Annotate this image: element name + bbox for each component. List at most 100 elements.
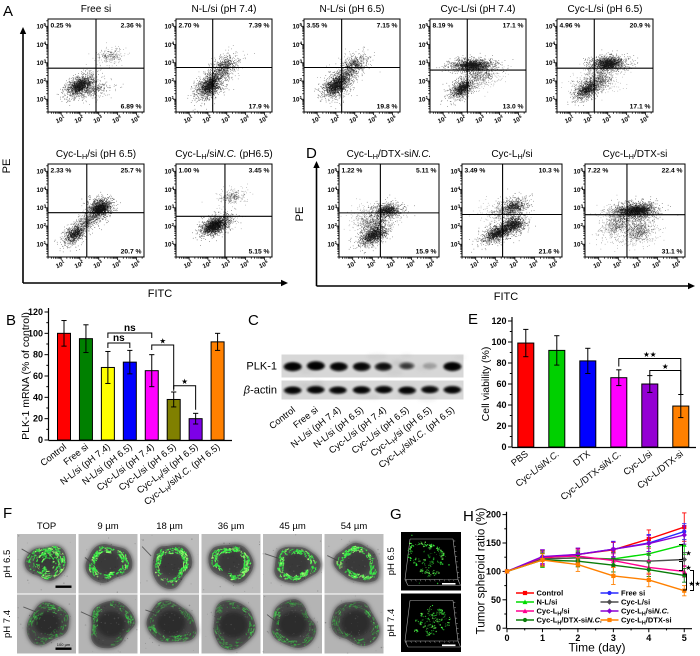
- x-tick-label: 105: [386, 114, 398, 126]
- legend-entry: Free si: [600, 589, 645, 598]
- y-tick-label: 102: [165, 77, 175, 85]
- fluorescence-ring: [26, 545, 66, 580]
- fluorescence-ring: [276, 548, 318, 581]
- x-tick-label: 104: [620, 114, 632, 126]
- scale-bar-text: 100 µm: [442, 579, 454, 583]
- y-tick-label: 104: [574, 185, 584, 193]
- flow-plot-title: Cyc-LH/DTX-siN.C.: [347, 149, 432, 161]
- fluorescence-ring: [148, 600, 197, 643]
- x-tick-label: 105: [258, 114, 270, 126]
- y-tick-label: 80: [496, 358, 506, 368]
- blot-strip: [281, 353, 467, 378]
- x-tick-label: 102: [488, 259, 500, 271]
- error-bar: [149, 354, 155, 388]
- percent-upper-left: 2.70 %: [179, 23, 200, 30]
- y-tick-label: 101: [37, 240, 47, 248]
- column-header: 36 µm: [218, 521, 245, 532]
- scatter-points: [314, 46, 381, 110]
- axis-ticks: [173, 20, 271, 115]
- y-tick-label: 104: [546, 40, 556, 48]
- y-tick-label: 101: [165, 240, 175, 248]
- quadrant-percentages: 3.55 % 7.15 % 19.8 %: [307, 23, 398, 111]
- percent-upper-right: 10.3 %: [539, 168, 560, 175]
- y-tick-label: 102: [328, 222, 338, 230]
- scatter-points: [187, 45, 255, 112]
- axis-ticks: [427, 20, 525, 115]
- y-tick-label: 102: [546, 77, 556, 85]
- quadrant-gate: [430, 19, 526, 112]
- flow-plot: 101 101 102 102 103 103 104 104 105 105 2.33 % 25.7…: [37, 149, 145, 271]
- scale-bar: 100 µm: [442, 579, 456, 585]
- error-bar: [554, 335, 560, 366]
- column-header: 9 µm: [97, 521, 118, 532]
- y-tick-label: 101: [546, 95, 556, 103]
- legend-label: Cyc-LH/DTX-si: [621, 616, 672, 627]
- quadrant-percentages: 1.22 % 5.11 % 15.9 %: [342, 168, 437, 256]
- bar: [57, 332, 71, 441]
- spheroid-micrograph: [78, 534, 138, 594]
- error-bar: [585, 347, 591, 374]
- error-bar: [616, 369, 622, 387]
- percent-lower-right: 5.15 %: [249, 249, 270, 256]
- y-tick-label: 104: [328, 185, 338, 193]
- axis-ticks: [173, 165, 271, 260]
- y-tick-label: 20: [496, 421, 506, 431]
- fluorescence-ring: [26, 602, 69, 646]
- legend-entry: Cyc-LH/DTX-siN.C.: [516, 616, 602, 627]
- percent-upper-left: 1.22 %: [342, 168, 363, 175]
- y-tick-label: 101: [574, 240, 584, 248]
- x-tick-label: 104: [239, 259, 251, 271]
- ns-label: ns: [113, 333, 125, 344]
- spheroid-micrograph: [17, 534, 76, 594]
- percent-upper-right: 17.1 %: [503, 23, 524, 30]
- fluorescence-ring: [331, 601, 380, 646]
- y-tick-label: 101: [37, 95, 47, 103]
- percent-upper-left: 8.19 %: [433, 23, 454, 30]
- row-label: pH 6.5: [2, 550, 13, 578]
- x-tick-label: 101: [436, 114, 448, 126]
- y-tick-label: 100: [486, 566, 501, 576]
- scatter-points: [432, 52, 514, 107]
- x-tick-label: 101: [182, 114, 194, 126]
- significance-star: ★: [685, 550, 691, 558]
- percent-upper-right: 7.39 %: [249, 23, 270, 30]
- legend-entry: Cyc-LH/DTX-si: [600, 616, 672, 627]
- data-series: [504, 553, 687, 597]
- panel-d-label: D: [306, 145, 317, 162]
- x-category-label: PBS: [509, 449, 530, 468]
- flow-plot: 101 101 102 102 103 103 104 104 105 105 3.55 % 7.15…: [293, 4, 401, 125]
- axis-ticks: [45, 165, 143, 260]
- error-bar: [647, 375, 653, 393]
- y-tick-label: 102: [419, 77, 429, 85]
- x-tick-label: 104: [111, 259, 123, 271]
- quadrant-gate: [585, 164, 685, 257]
- percent-lower-right: 31.1 %: [662, 249, 683, 256]
- panel-b-label: B: [6, 312, 16, 329]
- percent-upper-right: 3.45 %: [249, 168, 270, 175]
- quadrant-percentages: 1.00 % 3.45 % 5.15 %: [179, 168, 270, 256]
- blot-band: [422, 362, 437, 370]
- error-bar: [127, 349, 133, 375]
- x-tick-label: 103: [92, 259, 104, 271]
- percent-upper-right: 5.11 %: [416, 168, 437, 175]
- axis-tick-labels: 101 101 102 102 103 103 104 104 105 105: [293, 22, 398, 125]
- flow-plot: 101 101 102 102 103 103 104 104 105 105 0.25 % 2.36…: [37, 4, 145, 125]
- x-category-label: Control: [38, 442, 68, 468]
- y-tick-label: 104: [37, 185, 47, 193]
- y-tick-label: 104: [165, 40, 175, 48]
- x-tick-label: 101: [346, 259, 358, 271]
- y-tick-label: 60: [33, 371, 43, 381]
- panel-a: 101 101 102 102 103 103 104 104 105 105 0.25 % 2.36…: [1, 4, 654, 300]
- axis-ticks: [301, 20, 399, 115]
- y-tick-label: 104: [165, 185, 175, 193]
- axis-tick-labels: 101 101 102 102 103 103 104 104 105 105: [165, 22, 270, 125]
- axis-tick-labels: 101 101 102 102 103 103 104 104 105 105: [574, 167, 683, 270]
- x-tick-label: 5: [682, 633, 687, 643]
- scale-bar-text: 100 µm: [57, 642, 71, 647]
- x-tick-label: 105: [130, 259, 142, 271]
- wireframe-box: [404, 538, 461, 586]
- quadrant-percentages: 2.33 % 25.7 % 20.7 %: [51, 168, 142, 256]
- y-tick-label: 200: [486, 510, 501, 520]
